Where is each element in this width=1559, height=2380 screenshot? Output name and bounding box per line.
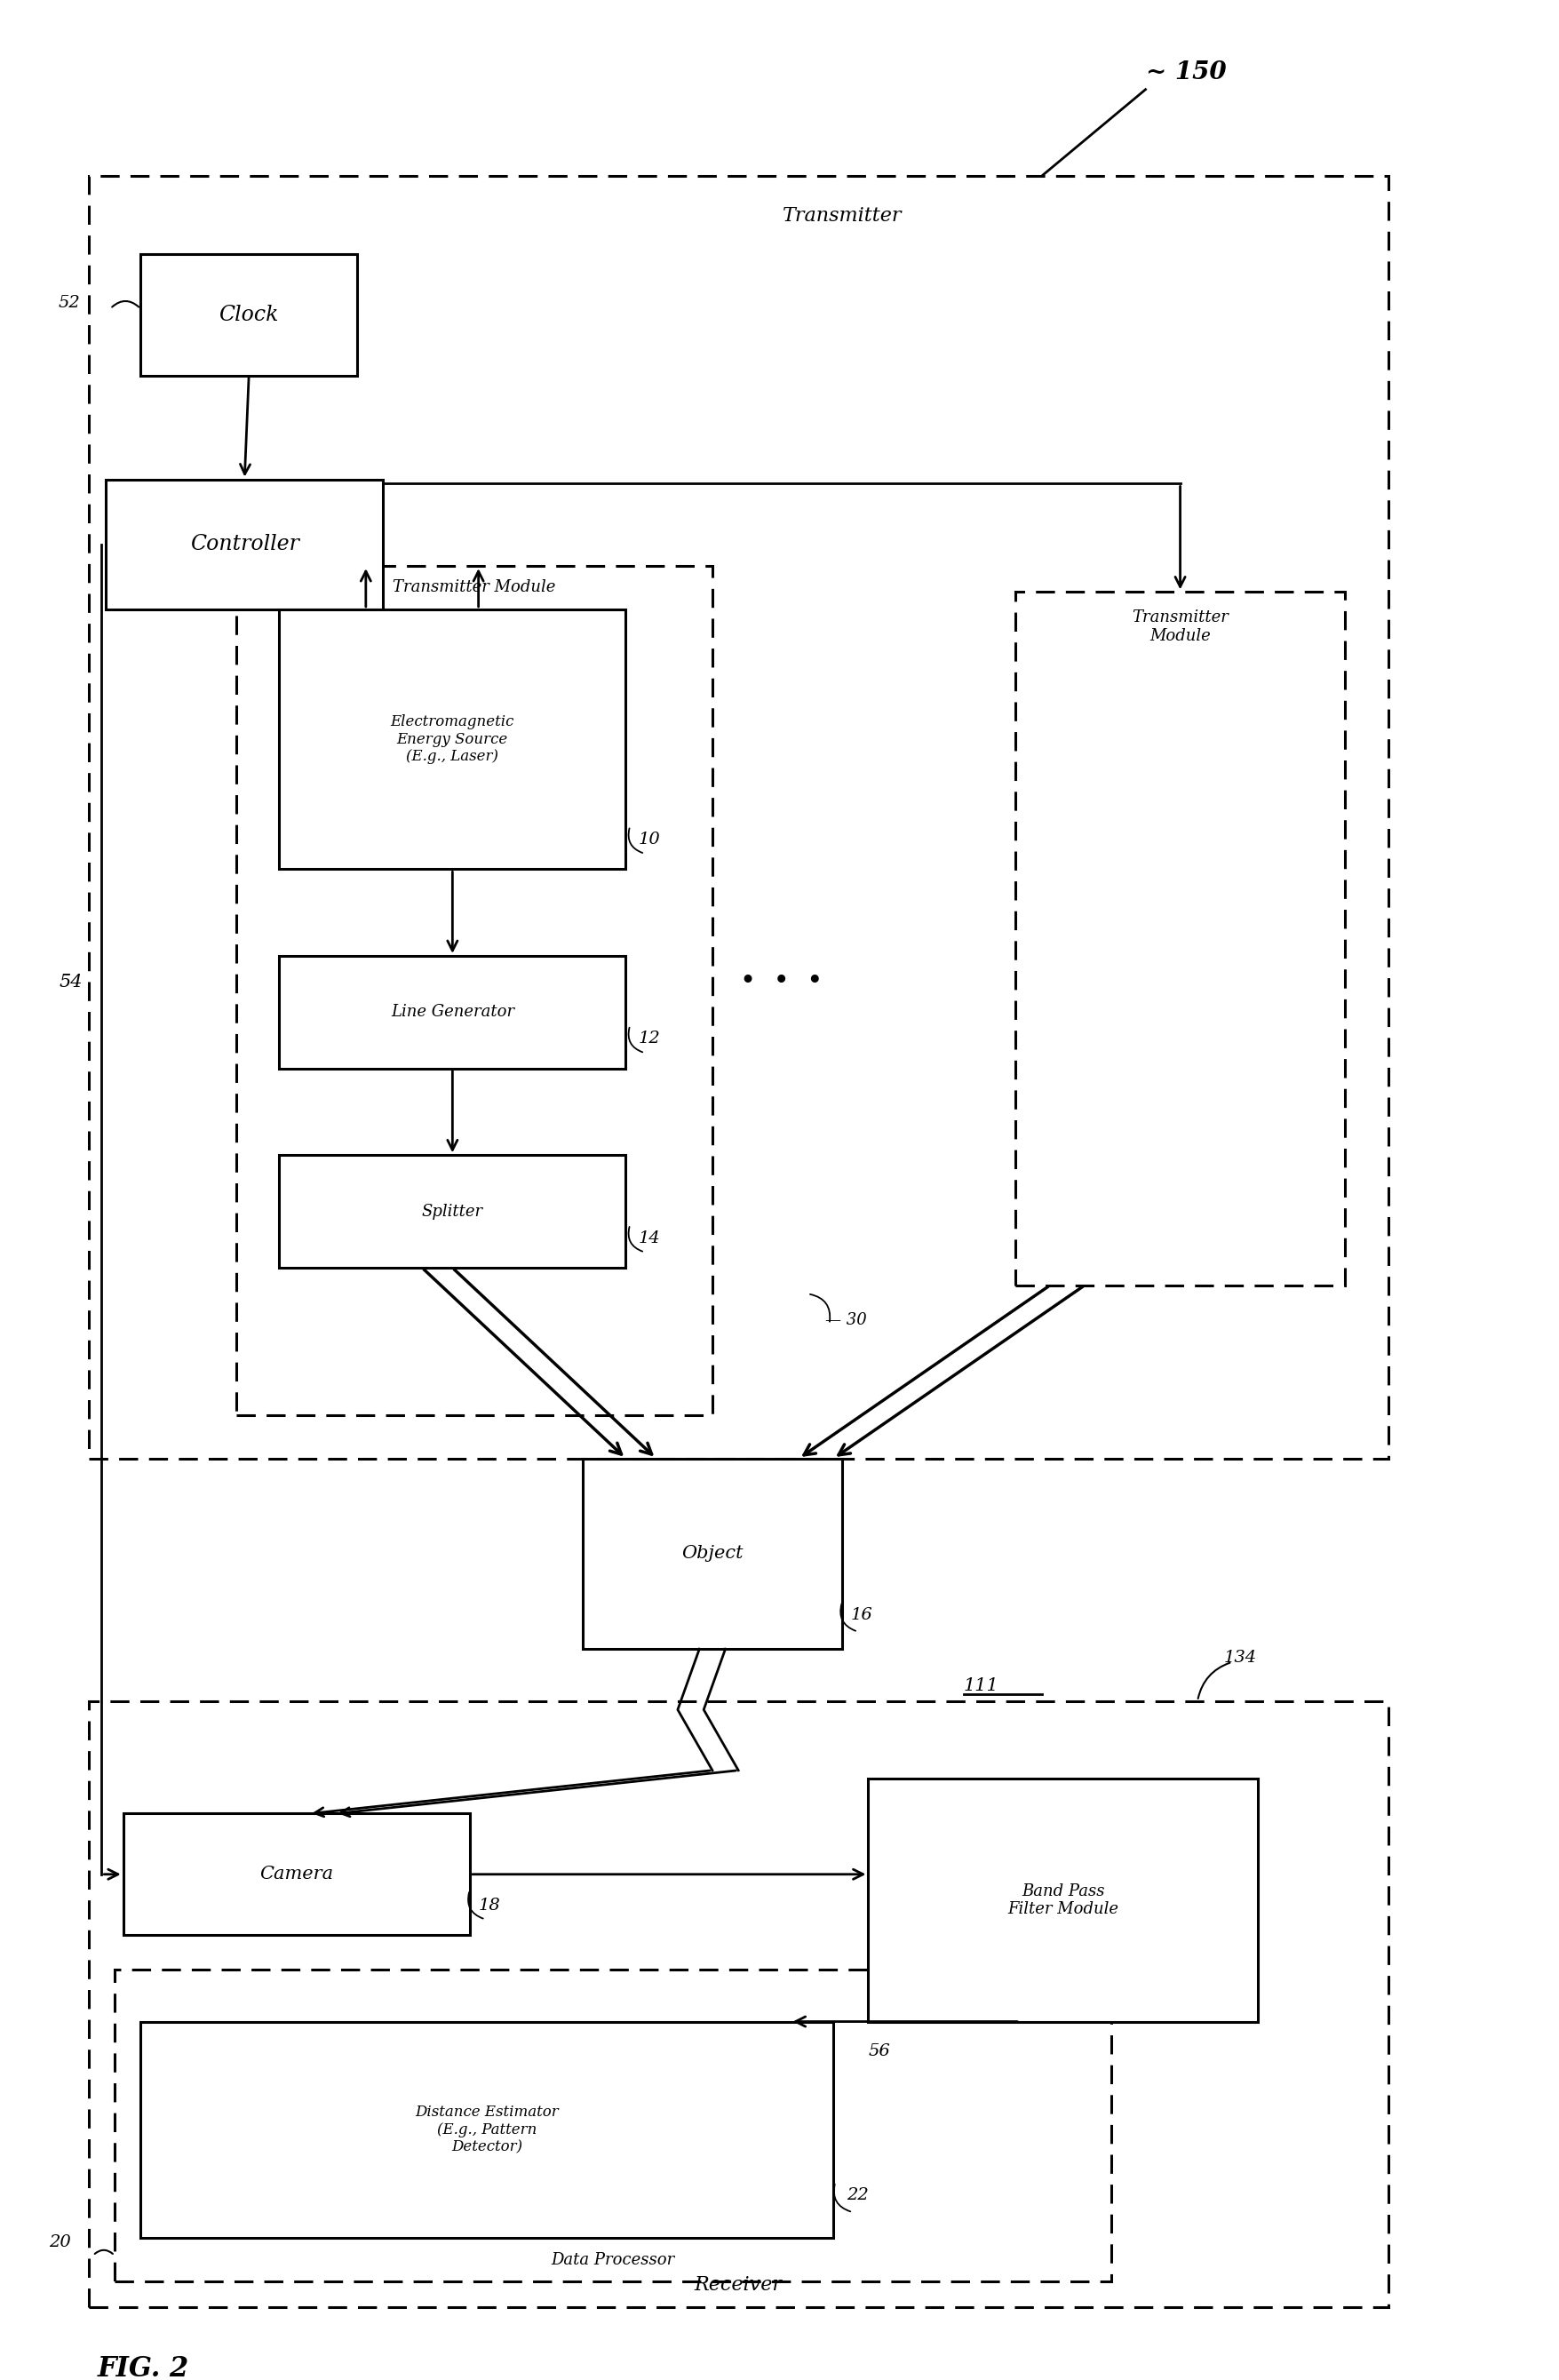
Text: Object: Object: [681, 1545, 742, 1561]
Text: 14: 14: [638, 1230, 661, 1247]
Text: ~ 150: ~ 150: [1144, 60, 1225, 83]
Text: Line Generator: Line Generator: [390, 1004, 514, 1021]
Text: Controller: Controller: [190, 533, 299, 555]
Bar: [114, 1971, 1110, 2282]
Text: Clock: Clock: [218, 305, 279, 326]
Text: 16: 16: [851, 1606, 873, 1623]
Bar: [106, 478, 384, 609]
Text: Band Pass
Filter Module: Band Pass Filter Module: [1007, 1883, 1118, 1918]
Text: Receiver: Receiver: [694, 2275, 783, 2294]
Text: 22: 22: [847, 2187, 868, 2204]
Text: Distance Estimator
(E.g., Pattern
Detector): Distance Estimator (E.g., Pattern Detect…: [415, 2104, 558, 2154]
Text: Electromagnetic
Energy Source
(E.g., Laser): Electromagnetic Energy Source (E.g., Las…: [390, 714, 514, 764]
Text: 20: 20: [50, 2235, 72, 2251]
Bar: [279, 609, 625, 869]
Text: 10: 10: [638, 831, 661, 847]
Text: 134: 134: [1222, 1649, 1255, 1666]
Text: Data Processor: Data Processor: [550, 2251, 673, 2268]
Text: 56: 56: [868, 2044, 890, 2059]
Text: Transmitter
Module: Transmitter Module: [1132, 609, 1228, 645]
Bar: [89, 176, 1388, 1459]
Bar: [582, 1459, 842, 1649]
Text: FIG. 2: FIG. 2: [97, 2356, 189, 2380]
Text: Splitter: Splitter: [421, 1204, 483, 1219]
Text: 111: 111: [963, 1678, 998, 1695]
Bar: [89, 1702, 1388, 2309]
Text: Transmitter: Transmitter: [783, 207, 901, 226]
Text: 54: 54: [59, 973, 83, 990]
Text: •  •  •: • • •: [741, 969, 823, 995]
Text: Camera: Camera: [259, 1866, 334, 1883]
Bar: [279, 957, 625, 1069]
Text: — 30: — 30: [825, 1311, 867, 1328]
Bar: [868, 1778, 1258, 2021]
Text: 12: 12: [638, 1031, 661, 1047]
Bar: [279, 1154, 625, 1269]
Bar: [235, 566, 712, 1416]
Bar: [140, 255, 357, 376]
Bar: [140, 2021, 833, 2237]
Bar: [123, 1814, 469, 1935]
Text: 52: 52: [58, 295, 80, 312]
Bar: [1015, 593, 1344, 1285]
Text: 18: 18: [479, 1897, 500, 1914]
Text: Transmitter Module: Transmitter Module: [393, 578, 555, 595]
